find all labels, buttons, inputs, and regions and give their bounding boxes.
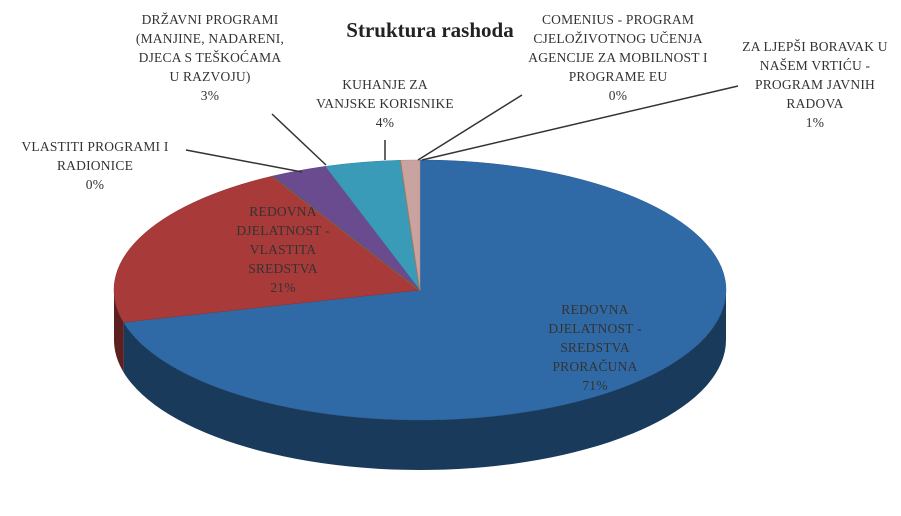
data-label: KUHANJE ZA VANJSKE KORISNIKE 4% [315, 75, 455, 132]
data-label: ZA LJEPŠI BORAVAK U NAŠEM VRTIĆU - PROGR… [726, 37, 901, 132]
value-label: 71% [582, 378, 608, 393]
data-label: VLASTITI PROGRAMI I RADIONICE 0% [5, 137, 185, 194]
slice-side [114, 290, 124, 373]
leader-line [185, 149, 303, 173]
pie-sides [114, 290, 727, 471]
data-label: REDOVNA DJELATNOST - VLASTITA SREDSTVA 21… [216, 202, 351, 297]
leader-line [417, 94, 523, 161]
slice-side [123, 290, 727, 471]
category-label: VLASTITI PROGRAMI I RADIONICE [21, 139, 169, 173]
category-label: KUHANJE ZA VANJSKE KORISNIKE [316, 77, 454, 111]
leader-line [421, 85, 739, 161]
data-label: COMENIUS - PROGRAM CJELOŽIVOTNOG UČENJA … [522, 10, 714, 105]
category-label: ZA LJEPŠI BORAVAK U NAŠEM VRTIĆU - PROGR… [742, 39, 888, 111]
category-label: DRŽAVNI PROGRAMI (MANJINE, NADARENI, DJE… [135, 12, 285, 84]
value-label: 21% [270, 280, 296, 295]
slice [113, 175, 421, 323]
value-label: 1% [805, 115, 825, 130]
leader-line [271, 113, 327, 166]
pie-top [113, 159, 727, 421]
slice [123, 159, 727, 421]
slice [400, 159, 421, 291]
value-label: 0% [85, 177, 105, 192]
value-label: 4% [375, 115, 395, 130]
data-label: REDOVNA DJELATNOST - SREDSTVA PRORAČUNA 7… [539, 300, 651, 395]
category-label: COMENIUS - PROGRAM CJELOŽIVOTNOG UČENJA … [528, 12, 708, 84]
chart-title: Struktura rashoda [346, 18, 514, 42]
value-label: 0% [608, 88, 628, 103]
data-label: DRŽAVNI PROGRAMI (MANJINE, NADARENI, DJE… [135, 10, 285, 105]
category-label: REDOVNA DJELATNOST - SREDSTVA PRORAČUNA [548, 302, 642, 374]
value-label: 3% [200, 88, 220, 103]
category-label: REDOVNA DJELATNOST - VLASTITA SREDSTVA [236, 204, 330, 276]
